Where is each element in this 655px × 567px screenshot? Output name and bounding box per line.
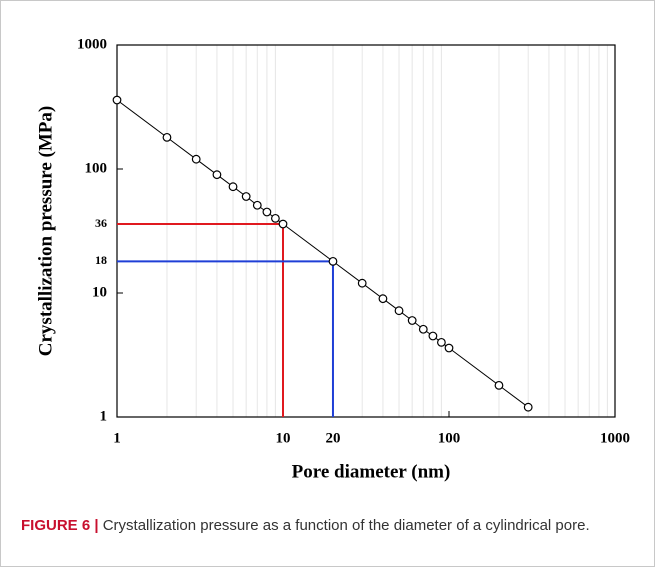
data-point: [191, 154, 201, 164]
data-point: [444, 343, 454, 353]
data-point: [212, 170, 222, 180]
caption-label: FIGURE 6 |: [21, 517, 99, 534]
data-point: [252, 200, 262, 210]
chart: Pore diameter (nm) Crystallization press…: [35, 36, 630, 482]
y-tick-label: 10: [92, 284, 107, 300]
data-point: [378, 294, 388, 304]
data-point: [394, 306, 404, 316]
x-axis-label: Pore diameter (nm): [292, 461, 451, 482]
data-point: [357, 278, 367, 288]
data-point: [271, 213, 280, 223]
data-point: [241, 192, 251, 201]
x-tick-label: 10: [276, 430, 291, 446]
x-tick-label: 100: [438, 430, 461, 446]
guide-label: 36: [95, 216, 107, 230]
y-axis-label: Crystallization pressure (MPa): [35, 106, 56, 356]
data-point: [437, 337, 446, 347]
guide-label: 18: [95, 253, 107, 267]
y-tick-label: 1000: [77, 36, 107, 52]
caption-text: Crystallization pressure as a function o…: [102, 517, 590, 534]
data-point: [418, 324, 428, 334]
y-tick-label: 100: [85, 160, 108, 176]
data-point: [523, 402, 533, 412]
data-point: [278, 219, 288, 229]
data-point: [407, 316, 417, 325]
data-point: [428, 331, 438, 341]
plot-frame: [116, 44, 616, 418]
data-point: [494, 380, 504, 390]
x-tick-label: 1000: [600, 430, 630, 446]
data-line: [116, 99, 529, 408]
x-tick-label: 20: [325, 430, 340, 446]
caption: FIGURE 6 | Crystallization pressure as a…: [21, 515, 636, 537]
data-point: [162, 132, 172, 142]
x-tick-label: 1: [113, 430, 121, 446]
data-point: [328, 256, 338, 266]
y-tick-label: 1: [100, 408, 108, 424]
data-point: [228, 182, 238, 192]
data-point: [262, 207, 272, 217]
data-point: [112, 95, 122, 105]
